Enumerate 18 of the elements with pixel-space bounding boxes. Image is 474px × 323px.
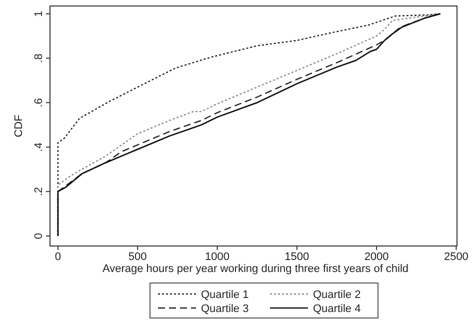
x-tick-label: 0 <box>54 251 62 263</box>
y-tick-label: 0 <box>33 232 45 240</box>
y-tick-label: .8 <box>33 54 45 63</box>
y-tick-label: .6 <box>33 98 45 108</box>
legend-label: Quartile 2 <box>313 289 361 301</box>
x-tick-label: 2000 <box>364 251 389 263</box>
legend-label: Quartile 4 <box>313 303 361 315</box>
y-tick-label: .2 <box>33 186 45 196</box>
y-tick-label: 1 <box>33 10 45 17</box>
x-axis-title: Average hours per year working during three first years of child <box>102 263 409 275</box>
y-axis-title: CDF <box>13 114 25 138</box>
x-tick-label: 1000 <box>205 251 230 263</box>
legend-label: Quartile 3 <box>201 303 249 315</box>
legend-label: Quartile 1 <box>201 289 249 301</box>
x-tick-label: 2500 <box>444 251 468 263</box>
x-tick-label: 500 <box>128 251 147 263</box>
y-tick-label: .4 <box>33 142 45 152</box>
x-tick-label: 1500 <box>284 251 310 263</box>
